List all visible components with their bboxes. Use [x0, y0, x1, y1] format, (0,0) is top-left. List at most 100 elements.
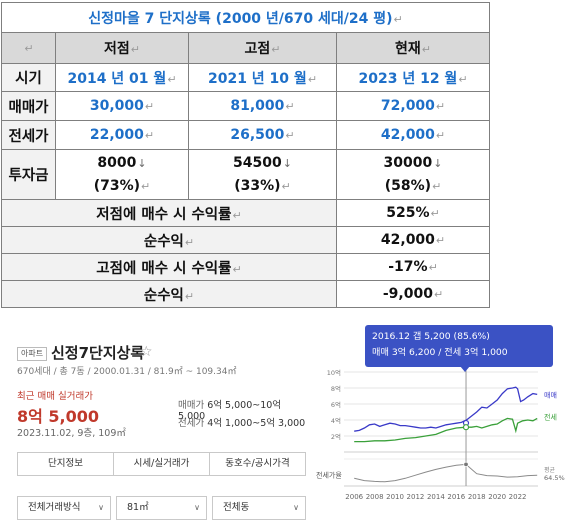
x-tick-label: 2020	[488, 493, 506, 501]
table-row: 매매가 30,000↵ 81,000↵ 72,000↵	[1, 91, 491, 121]
chevron-down-icon: ∨	[293, 503, 299, 512]
line-break-mark: ↓	[433, 156, 443, 170]
cell: 42,000↵	[335, 120, 491, 150]
cell-value: 72,000	[380, 98, 435, 114]
recent-trade-price: 8억 5,000	[17, 407, 100, 426]
paragraph-mark: ↵	[167, 72, 177, 86]
building-select[interactable]: 전체동 ∨	[212, 496, 306, 520]
summary-row: 고점에 매수 시 수익률↵ -17%↵	[1, 253, 491, 281]
header-label: 고점	[244, 41, 271, 57]
paragraph-mark: ↵	[184, 289, 195, 303]
ratio-axis-label: 전세가율	[316, 470, 342, 479]
summary-value: 42,000↵	[335, 226, 491, 254]
jeonse-range-key: 전세가	[178, 418, 205, 429]
summary-value: -9,000↵	[335, 280, 491, 308]
cell-value: 8000	[97, 154, 137, 171]
summary-value: 525%↵	[335, 199, 491, 227]
summary-row: 순수익↵ 42,000↵	[1, 226, 491, 254]
info-tabs: 단지정보 시세/실거래가 동호수/공시가격	[17, 452, 306, 476]
tooltip-line-2: 매매 3억 6,200 / 전세 3억 1,000	[372, 347, 508, 358]
row-label-text: 시기	[15, 71, 42, 87]
average-value: 64.5%	[544, 474, 565, 482]
paragraph-mark: ↵	[281, 179, 291, 193]
cell-value: 22,000	[89, 127, 144, 143]
paragraph-mark: ↵	[435, 129, 446, 142]
average-label: 평균	[544, 466, 556, 474]
marker-ratio	[463, 461, 469, 468]
series-line-sale	[354, 386, 538, 432]
row-label-text: 매매가	[8, 99, 49, 116]
recent-trade-date: 2023.11.02, 9층, 109㎡	[17, 428, 126, 439]
summary-row: 순수익↵ -9,000↵	[1, 280, 491, 308]
x-tick-label: 2010	[386, 493, 404, 501]
table-row: 시기 2014 년 01 월↵ 2021 년 10 월↵ 2023 년 12 월…	[1, 63, 491, 92]
chevron-down-icon: ∨	[194, 503, 200, 512]
marker-jeonse	[462, 424, 470, 431]
x-tick-label: 2006	[345, 493, 363, 501]
row-label: 매매가	[1, 91, 56, 121]
summary-label: 순수익↵	[1, 226, 337, 254]
tab-complex-info[interactable]: 단지정보	[18, 453, 114, 475]
summary-label-text: 고점에 매수 시 수익률	[96, 260, 232, 277]
header-low: 저점↵	[55, 32, 189, 64]
cell-value: 2023 년 12 월	[358, 70, 458, 87]
paragraph-mark: ↵	[285, 100, 295, 113]
cell: 2023 년 12 월↵	[335, 63, 491, 92]
tab-price-trades[interactable]: 시세/실거래가	[114, 453, 210, 475]
tab-unit-official-price[interactable]: 동호수/공시가격	[225, 458, 290, 469]
y-tick-label: 10억	[327, 369, 341, 377]
paragraph-mark: ↵	[144, 100, 155, 113]
paragraph-mark: ↵	[435, 100, 446, 113]
cell-value: 2021 년 10 월	[207, 70, 307, 87]
cell: 54500↓ (33%)↵	[188, 149, 337, 200]
cell-value: 30,000	[89, 98, 144, 114]
summary-label: 고점에 매수 시 수익률↵	[1, 253, 337, 281]
paragraph-mark: ↵	[433, 288, 444, 301]
trade-type-value: 전체거래방식	[28, 502, 81, 513]
building-value: 전체동	[223, 502, 250, 513]
jeonse-range-value: 4억 1,000~5억 3,000	[207, 418, 306, 429]
series-label-sale: 매매	[544, 391, 557, 399]
cell-value: 54500	[233, 154, 282, 171]
cell-percent: (58%)	[384, 177, 432, 194]
paragraph-mark: ↵	[184, 235, 195, 249]
line-break-mark: ↓	[137, 156, 147, 170]
paragraph-mark: ↵	[271, 43, 281, 56]
summary-value-text: 525%	[386, 205, 430, 221]
price-chart: 10억 8억 6억 4억 2억 2006 2008 2010 2012 2014 2016 2018 2…	[316, 324, 574, 532]
y-tick-label: 4억	[331, 417, 341, 425]
summary-label: 순수익↵	[1, 280, 337, 308]
cell: 26,500↵	[188, 120, 337, 150]
cell: 72,000↵	[335, 91, 491, 121]
table-title-cell: 신정마을 7 단지상록 (2000 년/670 세대/24 평)↵	[0, 2, 491, 33]
header-current: 현재↵	[335, 32, 491, 64]
x-tick-label: 2014	[427, 493, 445, 501]
cell: 22,000↵	[55, 120, 189, 150]
paragraph-mark: ↵	[232, 208, 242, 222]
x-tick-label: 2008	[366, 493, 384, 501]
favorite-star-icon[interactable]: ☆	[140, 344, 153, 360]
paragraph-mark: ↵	[432, 179, 442, 193]
series-label-jeonse: 전세	[544, 412, 557, 421]
apartment-name: 신정7단지상록	[51, 344, 145, 362]
paragraph-mark: ↵	[435, 234, 446, 247]
summary-row: 저점에 매수 시 수익률↵ 525%↵	[1, 199, 491, 227]
summary-label-text: 순수익	[143, 287, 184, 304]
comparison-table: 신정마을 7 단지상록 (2000 년/670 세대/24 평)↵ ↵ 저점↵ …	[0, 2, 491, 308]
cell-value: 42,000	[380, 127, 435, 143]
paragraph-mark: ↵	[393, 12, 403, 26]
table-row: 전세가 22,000↵ 26,500↵ 42,000↵	[1, 120, 491, 150]
paragraph-mark: ↵	[285, 129, 295, 142]
paragraph-mark: ↵	[141, 179, 151, 193]
paragraph-mark: ↵	[24, 42, 34, 55]
sale-range-key: 매매가	[178, 400, 205, 411]
area-select[interactable]: 81㎡ ∨	[116, 496, 207, 520]
recent-trade-label: 최근 매매 실거래가	[17, 391, 93, 402]
summary-value-text: -9,000	[382, 286, 433, 302]
trade-type-select[interactable]: 전체거래방식 ∨	[17, 496, 111, 520]
summary-label: 저점에 매수 시 수익률↵	[1, 199, 337, 227]
line-break-mark: ↓	[282, 156, 292, 170]
row-label: 전세가	[1, 120, 56, 150]
cell: 81,000↵	[188, 91, 337, 121]
paragraph-mark: ↵	[428, 261, 438, 274]
